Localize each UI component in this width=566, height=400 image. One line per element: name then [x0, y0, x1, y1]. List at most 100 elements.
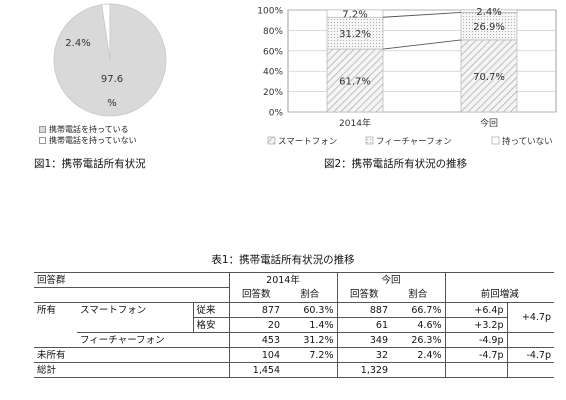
- cell-own: 所有: [37, 304, 57, 316]
- cell-none-curr-p: 2.4%: [391, 347, 446, 363]
- bar-segment: [460, 12, 518, 41]
- bar-legend-swatch: [365, 136, 374, 145]
- cell-sp-b-prev-n: 20: [228, 317, 283, 333]
- header-prev-count: 回答数: [228, 287, 283, 303]
- table-row: 格安 20 1.4% 61 4.6% +3.2p: [34, 317, 554, 333]
- table-title: 表1：携帯電話所有状況の推移: [211, 254, 355, 266]
- cell-sp-sum-diff: +4.7p: [506, 302, 555, 333]
- bar-data-label: 26.9%: [473, 22, 505, 33]
- header-year-prev: 2014年: [228, 272, 337, 288]
- pie-legend-item-own: 携帯電話を持っている: [39, 124, 137, 135]
- header-prev-share: 割合: [283, 287, 337, 303]
- header-change: 前回増減: [444, 287, 555, 303]
- pie-label-own-unit: %: [107, 98, 117, 109]
- bar-segment: [326, 9, 384, 18]
- header-empty: [444, 272, 555, 288]
- cell-sp-a-prev-n: 877: [228, 302, 283, 318]
- cell-none-diff: -4.7p: [444, 347, 508, 363]
- pie-chart: 2.4% 97.6%: [53, 3, 167, 117]
- bar-legend-swatch: [491, 136, 500, 145]
- pie-legend-swatch-own: [39, 126, 46, 133]
- pie-legend: 携帯電話を持っている 携帯電話を持っていない: [39, 124, 137, 146]
- cell-none-prev-n: 104: [228, 347, 283, 363]
- cell-none-diff2: -4.7p: [506, 347, 555, 363]
- bar-data-label: 61.7%: [339, 77, 371, 88]
- cell-sp-b-curr-p: 4.6%: [391, 317, 446, 333]
- bar-legend-swatch: [267, 136, 276, 145]
- y-tick-label: 100%: [257, 7, 283, 17]
- header-spacer: [34, 287, 229, 303]
- cell-empty: [444, 362, 508, 378]
- cell-sp-a-prev-p: 60.3%: [283, 302, 337, 318]
- x-category-label: 2014年: [339, 117, 371, 129]
- series-line: [382, 39, 462, 50]
- series-line: [382, 11, 462, 18]
- pie-slice-own: [53, 3, 167, 117]
- cell-total-prev-n: 1,454: [228, 362, 283, 378]
- cell-sp-a-curr-n: 887: [336, 302, 391, 318]
- stacked-bar-chart: 0% 20% 40% 60% 80% 100% 61.7% 31.2% 7.2% 2014年 70.…: [257, 7, 557, 147]
- cell-empty: [77, 317, 193, 333]
- bar-data-label: 2.4%: [476, 7, 501, 18]
- cell-total: 総計: [34, 362, 229, 378]
- cell-empty: [34, 318, 77, 333]
- header-respondent-group: 回答群: [34, 272, 229, 288]
- cell-fp-curr-p: 26.3%: [391, 332, 446, 348]
- cell-empty: [506, 332, 555, 348]
- pie-legend-swatch-none: [39, 137, 46, 144]
- cell-empty: [391, 362, 446, 378]
- cell-sub-b: 格安: [192, 317, 229, 333]
- figure1-caption: 図1：携帯電話所有状況: [34, 158, 146, 170]
- ownership-table: 回答群 2014年 今回 回答数 割合 回答数 割合 前回増減 所有 スマートフ…: [34, 272, 555, 378]
- x-category-label: 今回: [480, 117, 498, 129]
- cell-fp-prev-p: 31.2%: [283, 332, 337, 348]
- y-tick-label: 80%: [263, 27, 283, 37]
- bar-data-label: 7.2%: [342, 10, 367, 21]
- header-curr-share: 割合: [391, 287, 446, 303]
- bar-legend-label: フィーチャーフォン: [376, 137, 452, 147]
- cell-sub-a: 従来: [192, 302, 229, 318]
- pie-label-not-own: 2.4%: [65, 38, 90, 49]
- table-row: 未所有 104 7.2% 32 2.4% -4.7p -4.7p: [34, 347, 555, 363]
- header-year-curr: 今回: [336, 272, 446, 288]
- cell-sp-a-diff: +6.4p: [444, 302, 508, 318]
- table-row: 総計 1,454 1,329: [34, 362, 555, 378]
- cell-none-curr-n: 32: [336, 347, 391, 363]
- y-tick-label: 60%: [263, 47, 283, 57]
- cell-total-curr-n: 1,329: [336, 362, 391, 378]
- cell-sp-b-curr-n: 61: [336, 317, 391, 333]
- cell-fp-prev-n: 453: [228, 332, 283, 348]
- cell-empty: [34, 332, 77, 348]
- cell-sp-a-curr-p: 66.7%: [391, 302, 446, 318]
- pie-legend-label-none: 携帯電話を持っていない: [49, 136, 137, 145]
- bar-data-label: 70.7%: [473, 72, 505, 83]
- table-row: フィーチャーフォン 453 31.2% 349 26.3% -4.9p: [34, 332, 555, 348]
- cell-sp-b-prev-p: 1.4%: [283, 317, 337, 333]
- bar-legend-label: スマートフォン: [278, 137, 337, 147]
- cell-empty: [506, 362, 555, 378]
- bar-data-label: 31.2%: [339, 29, 371, 40]
- cell-none-prev-p: 7.2%: [283, 347, 337, 363]
- cell-smartphone: スマートフォン: [80, 304, 147, 316]
- y-tick-label: 0%: [269, 109, 284, 119]
- figure2-caption: 図2：携帯電話所有状況の推移: [324, 158, 468, 170]
- y-tick-label: 40%: [263, 68, 283, 78]
- cell-sp-b-diff: +3.2p: [444, 317, 508, 333]
- pie-legend-item-none: 携帯電話を持っていない: [39, 135, 137, 146]
- header-curr-count: 回答数: [336, 287, 391, 303]
- bar-segment: [326, 48, 384, 113]
- y-tick-label: 20%: [263, 88, 283, 98]
- table-row: 所有 スマートフォン 従来 877 60.3% 887 66.7% +6.4p …: [34, 302, 555, 333]
- bar-segment: [326, 16, 384, 50]
- cell-not-own: 未所有: [34, 347, 229, 363]
- pie-label-own: 97.6: [101, 74, 123, 85]
- cell-feature-phone: フィーチャーフォン: [77, 332, 229, 348]
- cell-fp-curr-n: 349: [336, 332, 391, 348]
- cell-empty: [283, 362, 337, 378]
- table-header-row-1: 回答群 2014年 今回: [34, 272, 555, 288]
- bar-segment: [460, 9, 518, 13]
- bar-segment: [460, 39, 518, 113]
- pie-legend-label-own: 携帯電話を持っている: [49, 125, 129, 134]
- cell-fp-diff: -4.9p: [444, 332, 508, 348]
- bar-legend-label: 持っていない: [502, 136, 553, 147]
